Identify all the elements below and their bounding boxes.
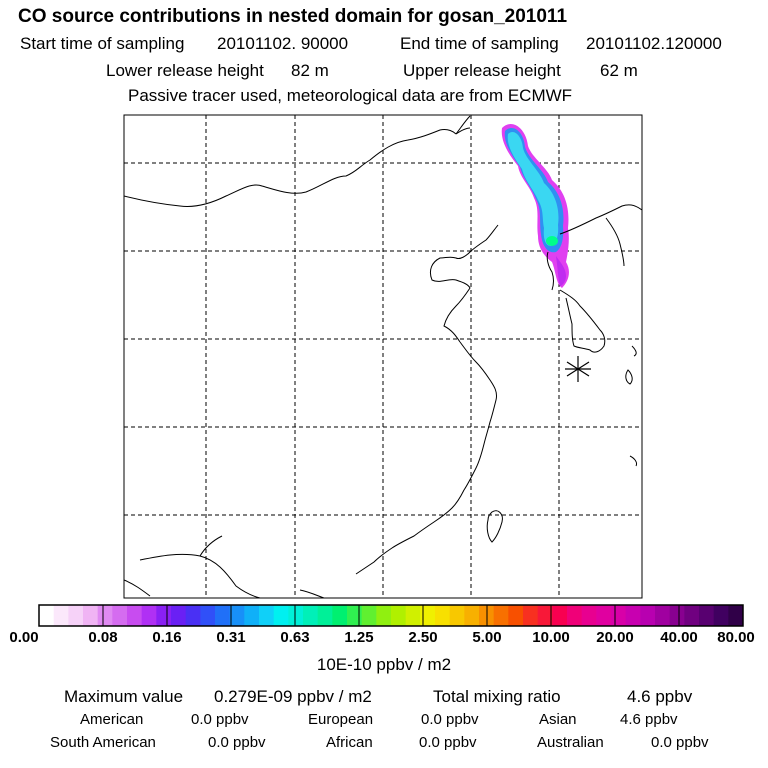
colorbar-swatch xyxy=(391,605,407,626)
graticule xyxy=(124,115,642,598)
source-value: 4.6 ppbv xyxy=(620,711,678,728)
total-mixing-label: Total mixing ratio xyxy=(433,687,561,706)
coastlines xyxy=(124,115,642,598)
colorbar-tick-label: 1.25 xyxy=(344,629,374,646)
colorbar-swatch xyxy=(273,605,289,626)
colorbar-tick-label: 0.08 xyxy=(88,629,118,646)
colorbar-tick-label: 0.31 xyxy=(216,629,246,646)
colorbar-swatch xyxy=(523,605,539,626)
colorbar-swatch xyxy=(713,605,729,626)
source-value: 0.0 ppbv xyxy=(419,734,477,751)
map-frame xyxy=(123,114,643,599)
end-time-label: End time of sampling xyxy=(400,34,559,53)
colorbar-tick-label: 10.00 xyxy=(532,629,570,646)
colorbar-tick-label: 5.00 xyxy=(472,629,502,646)
source-name: South American xyxy=(50,734,156,751)
colorbar-tick-label: 80.00 xyxy=(717,629,755,646)
colorbar-swatch xyxy=(171,605,187,626)
colorbar-swatch xyxy=(97,605,113,626)
colorbar-unit: 10E-10 ppbv / m2 xyxy=(316,655,452,674)
colorbar-swatch xyxy=(464,605,480,626)
colorbar-swatch xyxy=(229,605,245,626)
colorbar-swatch xyxy=(83,605,99,626)
colorbar-tick-label: 40.00 xyxy=(660,629,698,646)
colorbar-swatch xyxy=(596,605,612,626)
colorbar-swatch xyxy=(493,605,509,626)
colorbar-swatch xyxy=(537,605,553,626)
colorbar-swatch xyxy=(552,605,568,626)
colorbar-swatch xyxy=(127,605,143,626)
colorbar-swatch xyxy=(699,605,715,626)
colorbar-swatch xyxy=(185,605,201,626)
upper-height-value: 62 m xyxy=(600,61,638,80)
upper-height-label: Upper release height xyxy=(403,61,561,80)
asterisk-receptor-icon xyxy=(565,356,591,382)
total-mixing-value: 4.6 ppbv xyxy=(627,687,693,706)
colorbar-swatch xyxy=(449,605,465,626)
colorbar-tick-label: 2.50 xyxy=(408,629,438,646)
max-value-label: Maximum value xyxy=(64,687,184,706)
colorbar-swatch xyxy=(728,605,744,626)
source-name: Asian xyxy=(539,711,577,728)
source-name: African xyxy=(326,734,373,751)
colorbar-swatch xyxy=(376,605,392,626)
end-time-value: 20101102.120000 xyxy=(586,34,722,53)
colorbar-frame xyxy=(38,604,744,627)
colorbar-swatch xyxy=(156,605,172,626)
source-name: Australian xyxy=(537,734,604,751)
colorbar-swatch xyxy=(68,605,84,626)
colorbar-swatch xyxy=(435,605,451,626)
colorbar-swatch xyxy=(215,605,231,626)
colorbar-swatch xyxy=(53,605,69,626)
co-plume xyxy=(501,124,569,288)
source-value: 0.0 ppbv xyxy=(191,711,249,728)
start-time-label: Start time of sampling xyxy=(20,34,185,53)
source-value: 0.0 ppbv xyxy=(208,734,266,751)
colorbar-tick-label: 0.00 xyxy=(9,629,39,646)
source-name: American xyxy=(80,711,144,728)
chart-title: CO source contributions in nested domain… xyxy=(18,6,568,27)
colorbar-swatch xyxy=(625,605,641,626)
colorbar-swatch xyxy=(420,605,436,626)
source-value: 0.0 ppbv xyxy=(651,734,709,751)
colorbar-swatch xyxy=(317,605,333,626)
colorbar-swatch xyxy=(405,605,421,626)
colorbar-swatch xyxy=(567,605,583,626)
colorbar-swatch xyxy=(655,605,671,626)
tracer-note: Passive tracer used, meteorological data… xyxy=(128,86,573,105)
colorbar-swatch xyxy=(288,605,304,626)
colorbar-tick-label: 0.63 xyxy=(280,629,310,646)
colorbar xyxy=(38,604,744,627)
colorbar-swatch xyxy=(684,605,700,626)
colorbar-swatch xyxy=(581,605,597,626)
map-content xyxy=(124,115,642,598)
colorbar-tick-label: 20.00 xyxy=(596,629,634,646)
colorbar-swatch xyxy=(141,605,157,626)
lower-height-label: Lower release height xyxy=(106,61,264,80)
colorbar-swatch xyxy=(611,605,627,626)
colorbar-swatch xyxy=(640,605,656,626)
colorbar-swatch xyxy=(347,605,363,626)
colorbar-swatch xyxy=(361,605,377,626)
source-name: European xyxy=(308,711,374,728)
colorbar-swatch xyxy=(508,605,524,626)
max-value: 0.279E-09 ppbv / m2 xyxy=(214,687,372,706)
start-time-value: 20101102. 90000 xyxy=(217,34,349,53)
colorbar-swatch xyxy=(259,605,275,626)
colorbar-swatch xyxy=(303,605,319,626)
colorbar-tick-label: 0.16 xyxy=(152,629,182,646)
lower-height-value: 82 m xyxy=(291,61,329,80)
colorbar-swatch xyxy=(332,605,348,626)
colorbar-swatch xyxy=(112,605,128,626)
colorbar-swatch xyxy=(39,605,55,626)
colorbar-swatch xyxy=(200,605,216,626)
source-value: 0.0 ppbv xyxy=(421,711,479,728)
colorbar-swatch xyxy=(244,605,260,626)
colorbar-swatch xyxy=(669,605,685,626)
